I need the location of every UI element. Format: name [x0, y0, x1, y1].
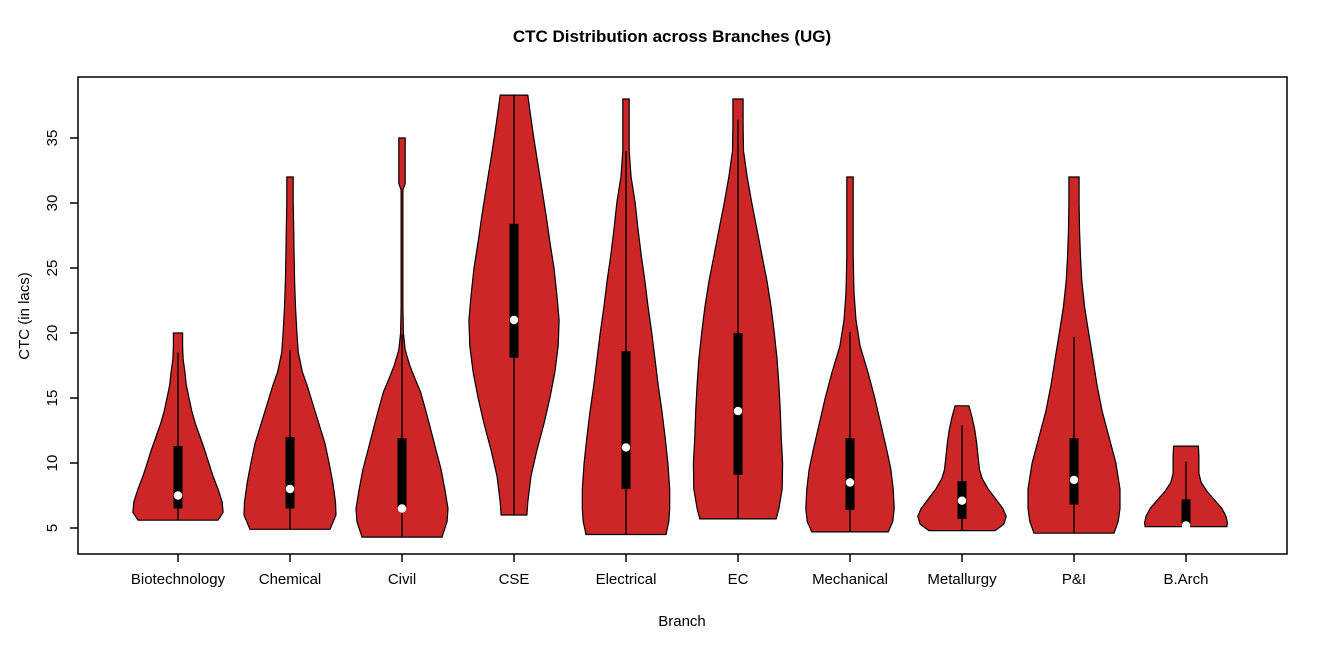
- iqr-box: [733, 333, 743, 475]
- x-tick-label: Biotechnology: [131, 571, 226, 588]
- violin-b-arch: [1143, 445, 1229, 530]
- median-dot: [957, 496, 967, 505]
- iqr-box: [1069, 438, 1079, 505]
- x-tick-label: CSE: [499, 571, 530, 588]
- violin-biotechnology: [132, 332, 224, 521]
- y-tick-label: 5: [44, 524, 61, 532]
- iqr-box: [509, 223, 519, 358]
- chart-title: CTC Distribution across Branches (UG): [513, 27, 831, 46]
- iqr-box: [397, 438, 407, 508]
- x-tick-label: Electrical: [596, 571, 657, 588]
- x-tick-label: B.Arch: [1163, 571, 1208, 588]
- iqr-box: [285, 437, 295, 509]
- x-tick-label: Metallurgy: [927, 571, 997, 588]
- y-tick-label: 10: [44, 455, 61, 472]
- iqr-box: [845, 438, 855, 510]
- median-dot: [509, 315, 519, 325]
- plot-border: [77, 76, 1288, 555]
- x-tick-label: EC: [728, 571, 749, 588]
- y-tick-label: 15: [44, 390, 61, 407]
- violin-cse: [468, 94, 560, 516]
- median-dot: [733, 406, 743, 416]
- x-axis: Biotechnology Chemical Civil CSE Electrical E…: [131, 554, 1209, 588]
- x-tick-label: P&I: [1062, 571, 1086, 588]
- median-dot: [845, 478, 855, 487]
- iqr-box: [173, 446, 183, 509]
- median-dot: [621, 443, 631, 452]
- y-axis: 5 10 15 20 25 30 35: [44, 130, 78, 532]
- y-tick-label: 20: [44, 325, 61, 342]
- median-dot: [1069, 475, 1079, 485]
- violin-metallurgy: [917, 405, 1007, 532]
- violin-ec: [692, 98, 784, 520]
- violin-civil: [355, 137, 449, 538]
- y-tick-label: 30: [44, 195, 61, 212]
- median-dot: [397, 504, 407, 513]
- x-tick-label: Mechanical: [812, 571, 888, 588]
- violin-chemical: [243, 176, 337, 530]
- x-axis-title: Branch: [658, 613, 706, 630]
- violins: [132, 94, 1229, 538]
- median-dot: [1181, 521, 1191, 530]
- violin-p-i: [1027, 176, 1121, 534]
- iqr-box: [1181, 499, 1191, 525]
- x-tick-label: Chemical: [259, 571, 322, 588]
- y-axis-title: CTC (in lacs): [16, 272, 33, 360]
- median-dot: [285, 484, 295, 494]
- median-dot: [173, 491, 183, 500]
- iqr-box: [621, 351, 631, 489]
- x-tick-label: Civil: [388, 571, 416, 588]
- y-tick-label: 25: [44, 260, 61, 277]
- violin-mechanical: [805, 176, 895, 533]
- violin-electrical: [581, 98, 671, 536]
- y-tick-label: 35: [44, 130, 61, 147]
